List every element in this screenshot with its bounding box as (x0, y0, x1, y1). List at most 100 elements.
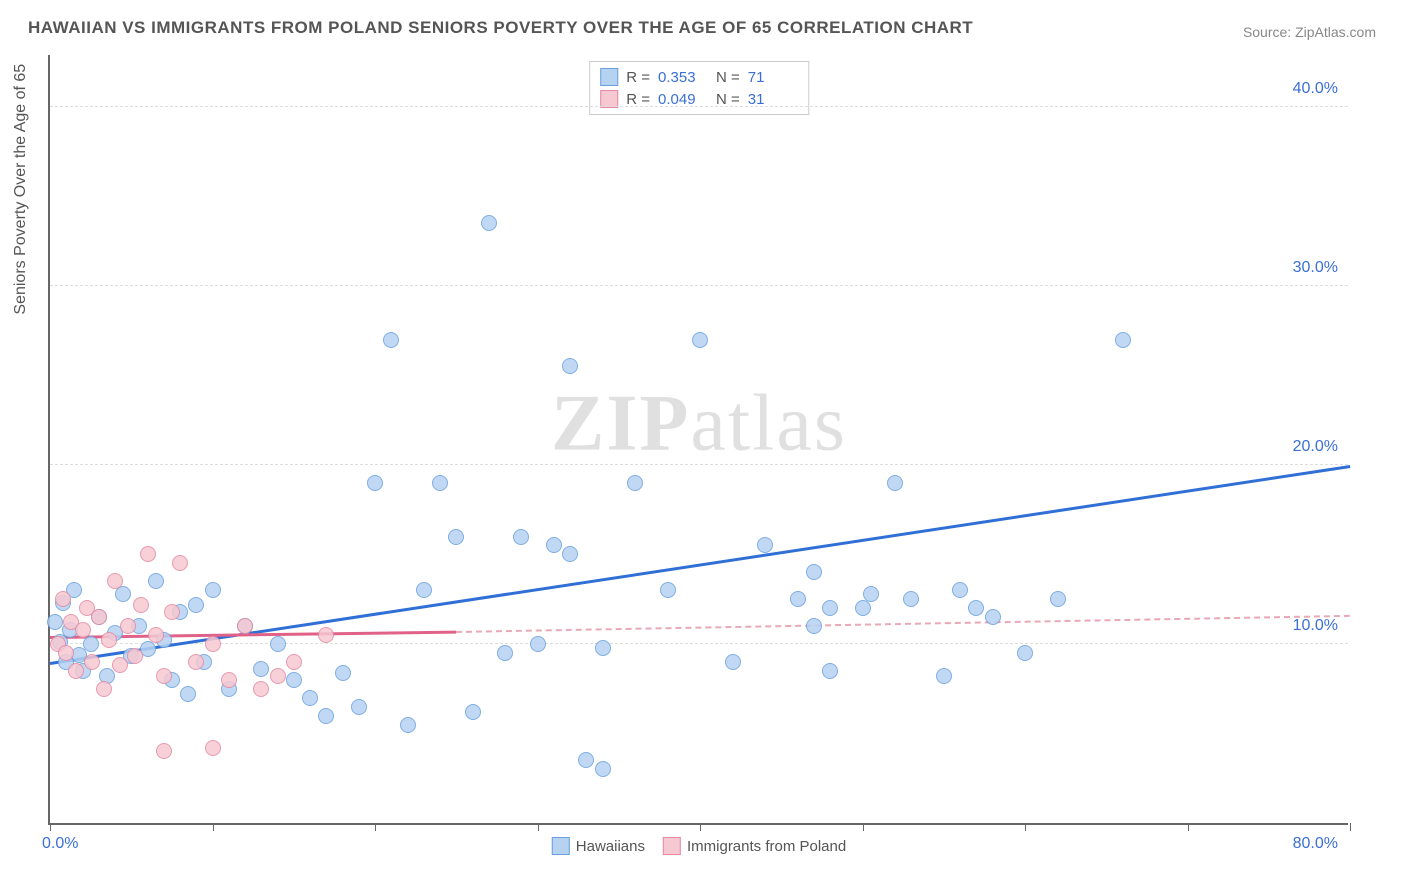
data-point (562, 546, 578, 562)
y-tick-label: 20.0% (1293, 438, 1338, 456)
data-point (806, 564, 822, 580)
source-label: Source: ZipAtlas.com (1243, 24, 1376, 40)
y-axis-title: Seniors Poverty Over the Age of 65 (12, 64, 30, 315)
data-point (595, 640, 611, 656)
r-label: R = (626, 69, 650, 86)
data-point (903, 591, 919, 607)
x-tick (1025, 823, 1026, 831)
x-max-label: 80.0% (1293, 835, 1338, 853)
data-point (84, 654, 100, 670)
data-point (400, 717, 416, 733)
data-point (75, 622, 91, 638)
data-point (96, 681, 112, 697)
data-point (156, 743, 172, 759)
data-point (546, 537, 562, 553)
x-tick (863, 823, 864, 831)
data-point (47, 614, 63, 630)
data-point (432, 475, 448, 491)
data-point (83, 636, 99, 652)
legend-row: R = 0.353 N = 71 (600, 66, 798, 88)
data-point (180, 686, 196, 702)
data-point (68, 663, 84, 679)
data-point (205, 636, 221, 652)
data-point (55, 591, 71, 607)
data-point (188, 597, 204, 613)
data-point (127, 648, 143, 664)
data-point (91, 609, 107, 625)
data-point (156, 668, 172, 684)
data-point (286, 654, 302, 670)
data-point (936, 668, 952, 684)
data-point (1115, 332, 1131, 348)
r-value: 0.353 (658, 69, 708, 86)
x-tick (1188, 823, 1189, 831)
trend-line (456, 615, 1350, 633)
data-point (416, 582, 432, 598)
data-point (562, 358, 578, 374)
data-point (221, 672, 237, 688)
n-value: 71 (748, 69, 798, 86)
data-point (1017, 645, 1033, 661)
data-point (968, 600, 984, 616)
data-point (107, 573, 123, 589)
data-point (140, 546, 156, 562)
data-point (351, 699, 367, 715)
data-point (725, 654, 741, 670)
legend-item: Hawaiians (552, 837, 645, 855)
data-point (822, 663, 838, 679)
watermark: ZIPatlas (551, 378, 847, 469)
data-point (383, 332, 399, 348)
data-point (112, 657, 128, 673)
data-point (660, 582, 676, 598)
data-point (318, 627, 334, 643)
data-point (863, 586, 879, 602)
data-point (318, 708, 334, 724)
data-point (188, 654, 204, 670)
data-point (465, 704, 481, 720)
data-point (148, 573, 164, 589)
data-point (205, 740, 221, 756)
x-tick (700, 823, 701, 831)
y-tick-label: 40.0% (1293, 80, 1338, 98)
data-point (286, 672, 302, 688)
data-point (822, 600, 838, 616)
x-min-label: 0.0% (42, 835, 78, 853)
data-point (1050, 591, 1066, 607)
x-tick (375, 823, 376, 831)
legend-item: Immigrants from Poland (663, 837, 846, 855)
data-point (530, 636, 546, 652)
data-point (237, 618, 253, 634)
swatch-icon (600, 68, 618, 86)
data-point (952, 582, 968, 598)
data-point (148, 627, 164, 643)
data-point (595, 761, 611, 777)
data-point (692, 332, 708, 348)
data-point (497, 645, 513, 661)
watermark-thin: atlas (690, 379, 847, 467)
legend-series: Hawaiians Immigrants from Poland (552, 837, 846, 855)
data-point (164, 604, 180, 620)
data-point (58, 645, 74, 661)
plot-area: ZIPatlas R = 0.353 N = 71 R = 0.049 N = … (48, 55, 1348, 825)
legend-label: Immigrants from Poland (687, 838, 846, 855)
swatch-icon (552, 837, 570, 855)
data-point (302, 690, 318, 706)
y-tick-label: 10.0% (1293, 617, 1338, 635)
data-point (172, 555, 188, 571)
data-point (448, 529, 464, 545)
data-point (790, 591, 806, 607)
gridline (50, 464, 1348, 465)
data-point (481, 215, 497, 231)
gridline (50, 106, 1348, 107)
data-point (578, 752, 594, 768)
legend-correlation: R = 0.353 N = 71 R = 0.049 N = 31 (589, 61, 809, 115)
data-point (757, 537, 773, 553)
swatch-icon (663, 837, 681, 855)
gridline (50, 285, 1348, 286)
x-tick (1350, 823, 1351, 831)
watermark-bold: ZIP (551, 379, 690, 467)
data-point (335, 665, 351, 681)
data-point (205, 582, 221, 598)
data-point (101, 632, 117, 648)
x-tick (50, 823, 51, 831)
